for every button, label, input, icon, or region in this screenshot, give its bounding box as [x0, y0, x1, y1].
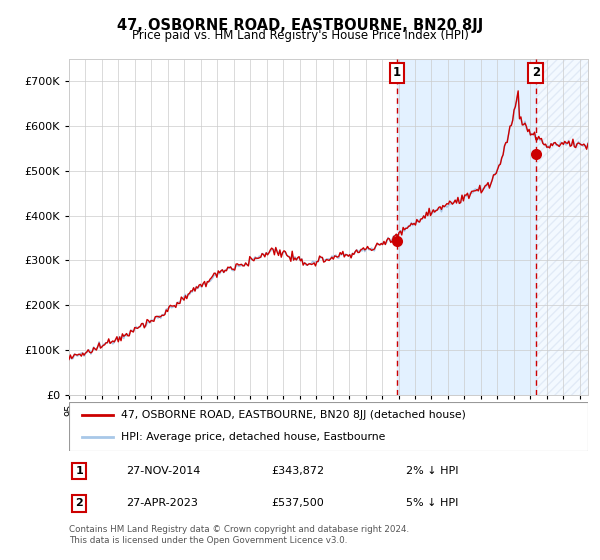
Text: 5% ↓ HPI: 5% ↓ HPI — [406, 498, 459, 508]
Text: 2: 2 — [76, 498, 83, 508]
Text: 47, OSBORNE ROAD, EASTBOURNE, BN20 8JJ: 47, OSBORNE ROAD, EASTBOURNE, BN20 8JJ — [117, 18, 483, 33]
Text: 2% ↓ HPI: 2% ↓ HPI — [406, 466, 459, 476]
Text: Contains HM Land Registry data © Crown copyright and database right 2024.
This d: Contains HM Land Registry data © Crown c… — [69, 525, 409, 545]
Text: 1: 1 — [76, 466, 83, 476]
Text: 2: 2 — [532, 67, 540, 80]
Text: Price paid vs. HM Land Registry's House Price Index (HPI): Price paid vs. HM Land Registry's House … — [131, 29, 469, 42]
Text: £537,500: £537,500 — [271, 498, 324, 508]
Text: HPI: Average price, detached house, Eastbourne: HPI: Average price, detached house, East… — [121, 432, 385, 442]
Text: 47, OSBORNE ROAD, EASTBOURNE, BN20 8JJ (detached house): 47, OSBORNE ROAD, EASTBOURNE, BN20 8JJ (… — [121, 410, 466, 420]
Bar — [536, 59, 600, 395]
Text: £343,872: £343,872 — [271, 466, 325, 476]
Text: 27-APR-2023: 27-APR-2023 — [126, 498, 198, 508]
Text: 1: 1 — [393, 67, 401, 80]
Bar — [397, 59, 536, 395]
Text: 27-NOV-2014: 27-NOV-2014 — [126, 466, 200, 476]
